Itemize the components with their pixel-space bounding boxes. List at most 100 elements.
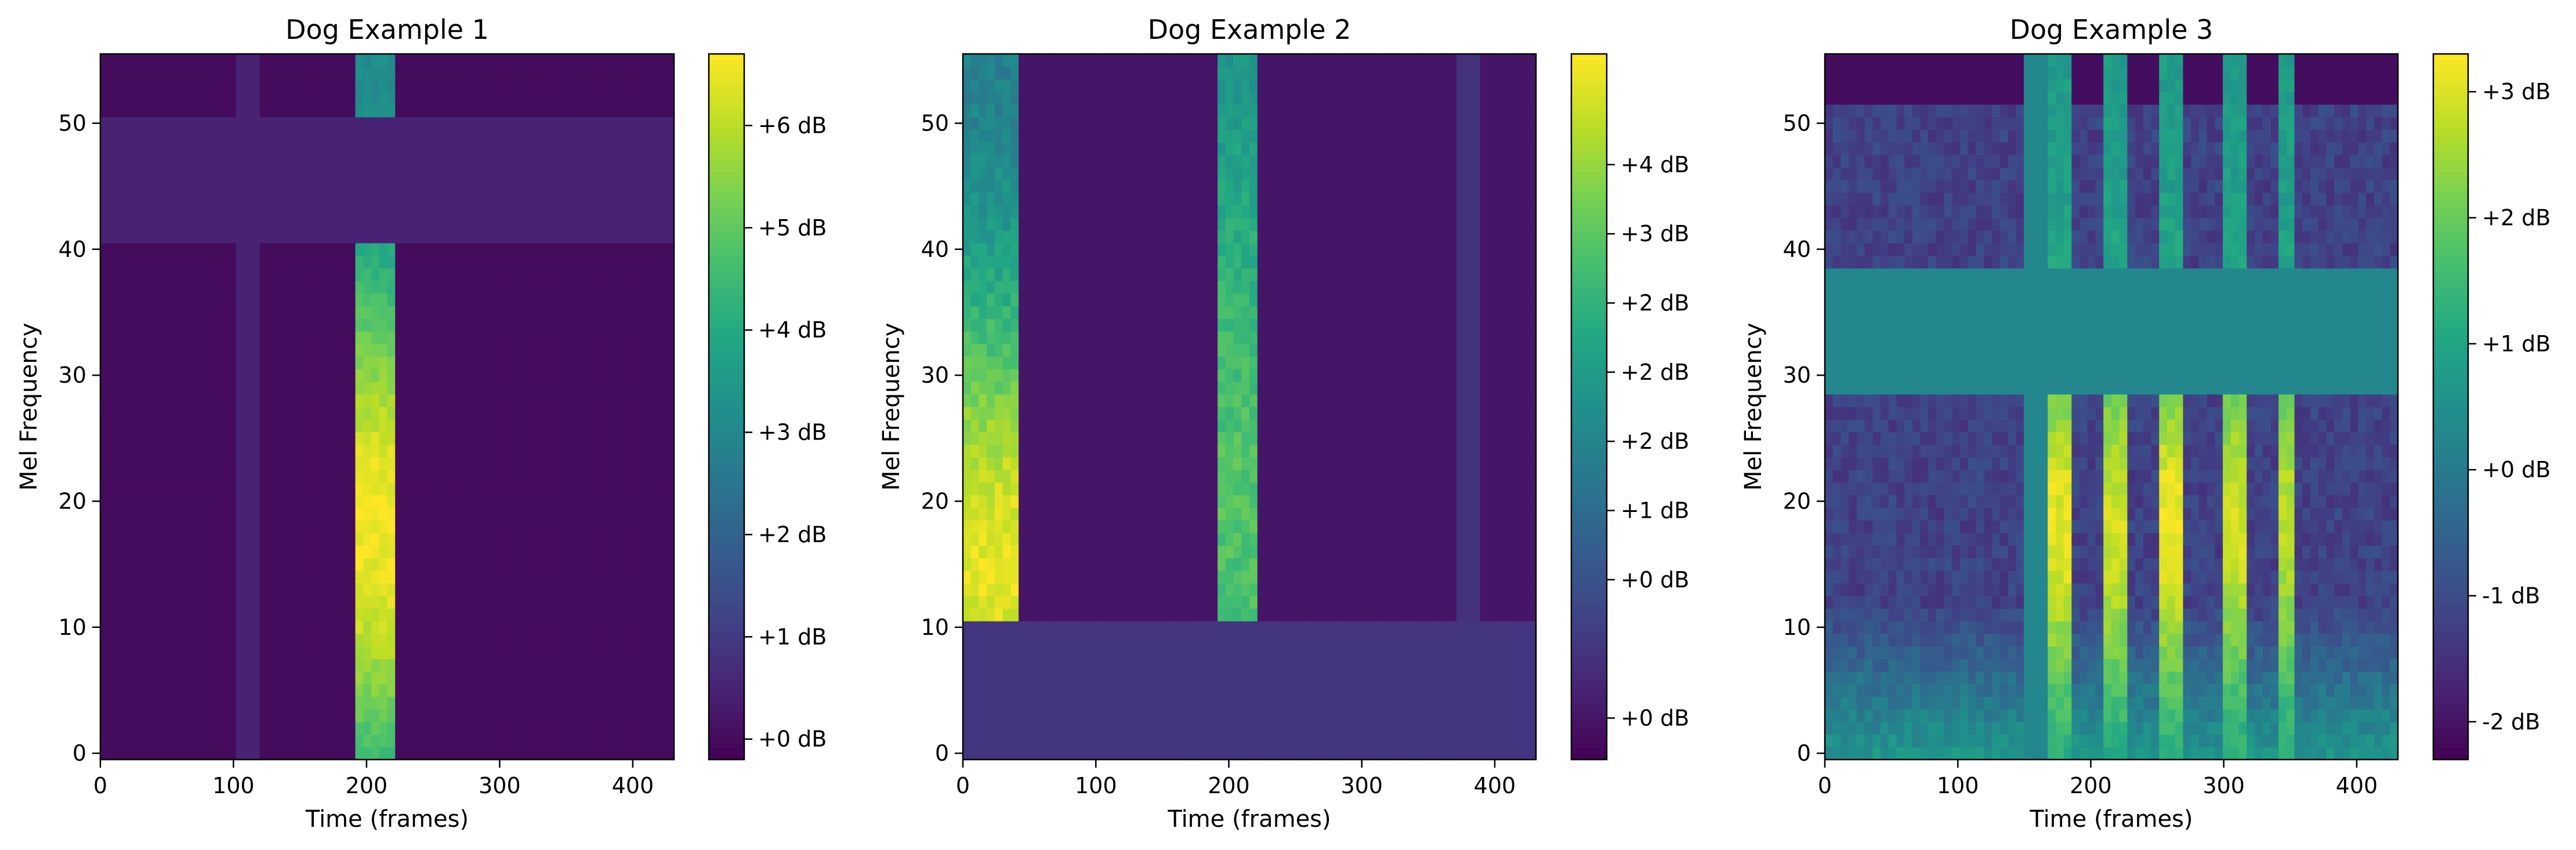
heatmap-cell	[307, 217, 316, 231]
heatmap-cell	[395, 659, 404, 672]
heatmap-cell	[1281, 671, 1290, 685]
heatmap-cell	[491, 520, 499, 533]
heatmap-cell	[331, 92, 340, 105]
heatmap-cell	[100, 545, 109, 558]
heatmap-cell	[108, 532, 117, 546]
heatmap-cell	[491, 734, 499, 747]
heatmap-cell	[212, 217, 220, 231]
heatmap-cell	[180, 79, 189, 92]
colorbar-segment	[709, 165, 744, 172]
heatmap-cell	[586, 154, 595, 168]
heatmap-cell	[650, 721, 659, 735]
heatmap-cell	[204, 142, 212, 155]
colorbar-segment	[709, 342, 744, 348]
heatmap-cell	[331, 281, 340, 294]
heatmap-cell	[523, 659, 531, 672]
heatmap-cell	[195, 142, 205, 155]
heatmap-cell	[283, 419, 292, 433]
heatmap-cell	[108, 293, 117, 307]
heatmap-cell	[515, 293, 523, 307]
colorbar-segment	[709, 183, 744, 190]
heatmap-cell	[602, 382, 611, 395]
heatmap-cell	[594, 318, 603, 332]
heatmap-cell	[546, 306, 555, 319]
heatmap-cell	[172, 532, 180, 546]
heatmap-cell	[395, 646, 404, 659]
heatmap-cell	[666, 734, 675, 747]
heatmap-cell	[666, 369, 675, 382]
heatmap-cell	[515, 646, 523, 659]
heatmap-cell	[156, 142, 165, 155]
heatmap-cell	[188, 545, 197, 558]
heatmap-cell	[236, 154, 244, 168]
colorbar-segment	[709, 224, 744, 231]
heatmap-cell	[395, 709, 404, 722]
heatmap-cell	[1361, 709, 1369, 722]
heatmap-cell	[578, 583, 587, 597]
heatmap-cell	[554, 281, 563, 294]
heatmap-cell	[315, 457, 324, 470]
heatmap-cell	[546, 331, 555, 344]
heatmap-cell	[188, 217, 197, 231]
heatmap-cell	[379, 646, 388, 659]
heatmap-cell	[323, 79, 332, 92]
heatmap-cell	[483, 595, 491, 609]
heatmap-cell	[554, 230, 563, 244]
heatmap-cell	[427, 129, 436, 143]
heatmap-cell	[347, 633, 356, 647]
heatmap-cell	[124, 671, 133, 685]
heatmap-cell	[227, 394, 237, 408]
heatmap-cell	[323, 545, 332, 558]
heatmap-cell	[267, 217, 276, 231]
heatmap-cell	[204, 495, 212, 508]
heatmap-cell	[403, 117, 412, 130]
heatmap-cell	[355, 507, 364, 521]
heatmap-cell	[642, 217, 651, 231]
heatmap-cell	[1146, 659, 1154, 672]
heatmap-cell	[116, 268, 125, 281]
heatmap-cell	[586, 180, 595, 193]
heatmap-cell	[403, 532, 412, 546]
heatmap-cell	[666, 217, 675, 231]
heatmap-cell	[140, 608, 149, 622]
heatmap-cell	[124, 633, 133, 647]
heatmap-cell	[307, 470, 316, 483]
heatmap-cell	[546, 545, 555, 558]
heatmap-cell	[172, 684, 180, 697]
heatmap-cell	[1297, 659, 1306, 672]
heatmap-cell	[546, 633, 555, 647]
heatmap-cell	[267, 583, 276, 597]
heatmap-cell	[244, 444, 252, 458]
heatmap-cell	[594, 721, 603, 735]
heatmap-cell	[658, 470, 666, 483]
heatmap-cell	[291, 369, 300, 382]
heatmap-cell	[610, 306, 619, 319]
heatmap-cell	[642, 104, 651, 118]
heatmap-cell	[602, 633, 611, 647]
heatmap-cell	[666, 167, 675, 180]
heatmap-cell	[172, 306, 180, 319]
heatmap-cell	[1265, 734, 1274, 747]
heatmap-cell	[299, 394, 308, 408]
heatmap-cell	[562, 205, 571, 219]
colorbar-segment	[709, 689, 744, 696]
heatmap-cell	[642, 684, 651, 697]
heatmap-cell	[236, 571, 244, 584]
heatmap-cell	[180, 495, 189, 508]
heatmap-cell	[515, 318, 523, 332]
heatmap-cell	[523, 79, 531, 92]
heatmap-cell	[299, 457, 308, 470]
heatmap-cell	[506, 444, 515, 458]
heatmap-cell	[634, 242, 643, 256]
heatmap-cell	[515, 255, 523, 269]
heatmap-cell	[347, 242, 356, 256]
heatmap-cell	[1432, 734, 1441, 747]
heatmap-cell	[1273, 671, 1282, 685]
heatmap-cell	[116, 104, 125, 118]
heatmap-cell	[994, 633, 1003, 647]
heatmap-cell	[220, 242, 229, 256]
heatmap-cell	[172, 583, 180, 597]
heatmap-cell	[339, 230, 348, 244]
heatmap-cell	[156, 192, 165, 206]
heatmap-cell	[1154, 659, 1162, 672]
